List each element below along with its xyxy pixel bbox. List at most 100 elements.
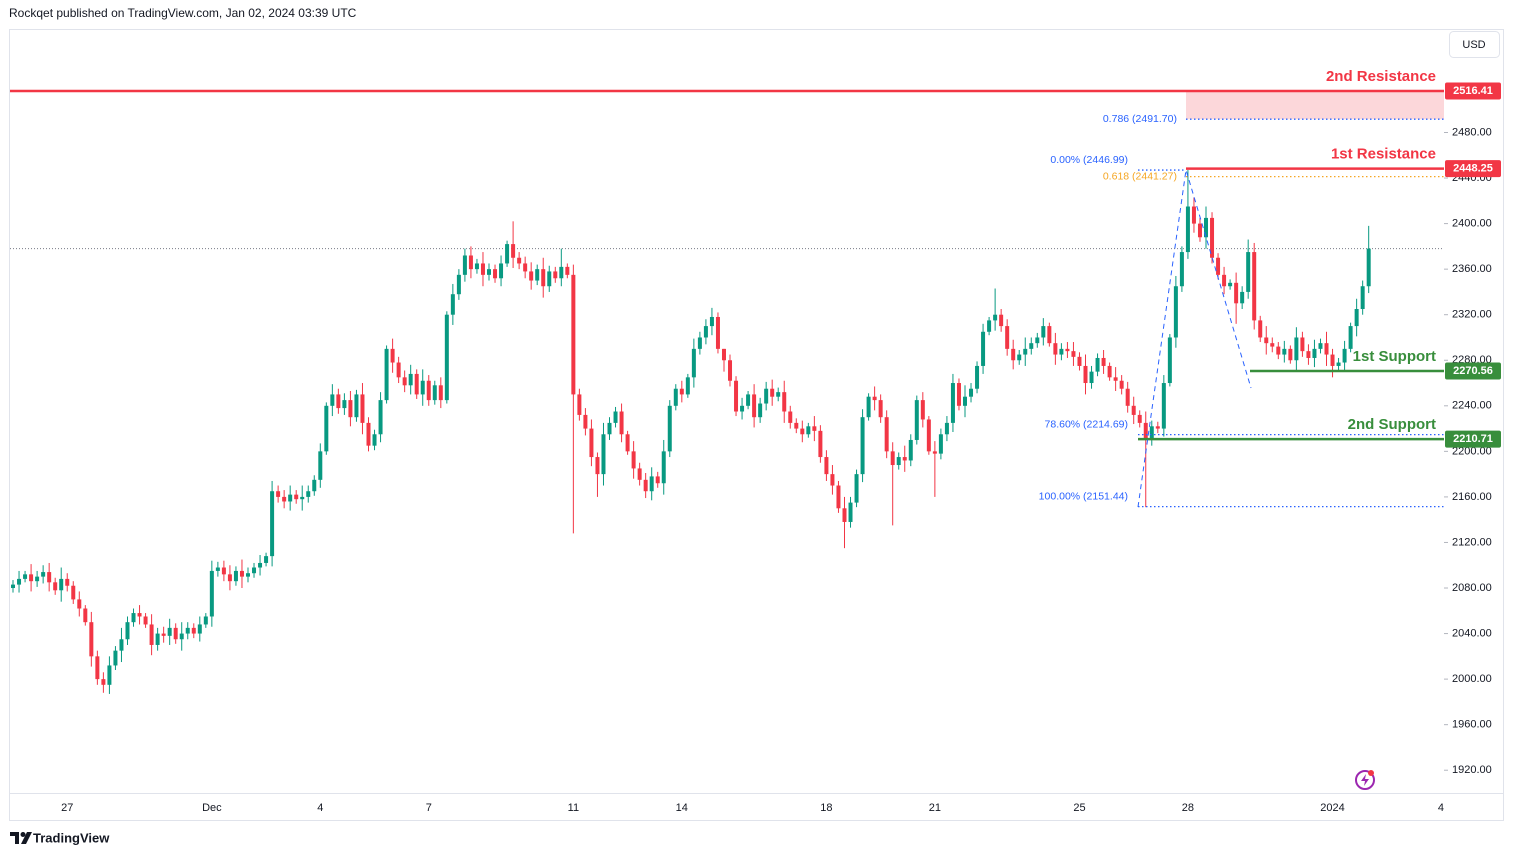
candle-body [288, 494, 293, 502]
candle-body [890, 451, 895, 466]
candle-body [1276, 346, 1281, 355]
candle-body [173, 627, 178, 640]
candle-body [408, 373, 413, 386]
candle-body [1083, 365, 1088, 384]
y-tick-label: 2120.00 [1452, 536, 1492, 548]
candle-body [1089, 371, 1094, 384]
candle-body [715, 316, 720, 349]
candle-body [432, 385, 437, 401]
candle-body [1240, 291, 1245, 304]
candle-body [1246, 252, 1251, 292]
candle-body [252, 567, 257, 574]
candle-body [450, 294, 455, 315]
candle-body [1101, 357, 1106, 366]
candle-body [1252, 252, 1257, 321]
x-tick-label: 28 [1182, 802, 1194, 814]
candle-body [348, 400, 353, 418]
candle-body [535, 269, 540, 281]
candle-body [402, 377, 407, 386]
candle-body [794, 422, 799, 429]
y-tick-label: 2480.00 [1452, 126, 1492, 138]
fib-label: 78.60% (2214.69) [1045, 418, 1128, 430]
candle-body [360, 394, 365, 423]
fib-label: 0.618 (2441.27) [1103, 170, 1177, 182]
y-tick-label: 2320.00 [1452, 309, 1492, 321]
fib-label: 0.00% (2446.99) [1050, 154, 1128, 166]
fib-label: 100.00% (2151.44) [1039, 490, 1128, 502]
candle-body [487, 269, 492, 275]
currency[interactable]: USD [1462, 39, 1485, 51]
candle-body [1017, 354, 1022, 361]
price-box-label: 2516.41 [1453, 85, 1493, 97]
candle-body [1023, 348, 1028, 355]
x-tick-label: 7 [426, 802, 432, 814]
candle-body [330, 394, 335, 406]
candle-body [300, 496, 305, 500]
brand: TradingView [33, 830, 110, 845]
candle-body [637, 468, 642, 480]
candle-body [740, 405, 745, 412]
candle-body [1095, 357, 1100, 372]
candle-body [282, 496, 287, 502]
candle-body [571, 274, 576, 395]
candle-body [137, 613, 142, 617]
candle-body [703, 326, 708, 338]
candle-body [1173, 286, 1178, 338]
price-box [1445, 430, 1501, 448]
candle-body [830, 474, 835, 486]
candle-body [601, 434, 606, 475]
candle-body [276, 491, 281, 497]
alert-icon[interactable] [1355, 770, 1375, 790]
level-label: 1st Resistance [1331, 146, 1436, 163]
candle-body [1300, 337, 1305, 352]
candle-body [1312, 348, 1317, 358]
x-tick-label: 27 [61, 802, 73, 814]
candle-body [215, 567, 220, 571]
brand-logo [10, 832, 32, 844]
frame [9, 29, 1504, 821]
candle-body [752, 394, 757, 418]
level-label: 2nd Support [1348, 416, 1436, 433]
candle-body [511, 244, 516, 258]
candle-body [625, 434, 630, 452]
candle-body [149, 624, 154, 645]
candle-body [595, 457, 600, 475]
candle-body [770, 388, 775, 397]
candle-body [1258, 320, 1263, 338]
candle-body [1336, 362, 1341, 366]
candle-body [981, 331, 986, 366]
y-tick-label: 2160.00 [1452, 491, 1492, 503]
candle-body [908, 439, 913, 461]
candle-body [167, 627, 172, 636]
candle-body [1264, 337, 1269, 344]
candle-body [444, 314, 449, 401]
candle-body [131, 613, 136, 623]
candle-body [824, 457, 829, 475]
candle-body [685, 377, 690, 395]
candle-body [547, 271, 552, 287]
candle-body [1185, 206, 1190, 253]
currency-button[interactable] [1449, 31, 1500, 58]
candle-body [721, 348, 726, 361]
candle-body [179, 633, 184, 640]
candle-body [962, 396, 967, 406]
candle-body [41, 572, 46, 577]
candle-body [95, 656, 100, 680]
candle-body [884, 417, 889, 452]
candle-body [1035, 337, 1040, 344]
candle-body [631, 451, 636, 469]
candle-body [932, 451, 937, 454]
candle-body [221, 567, 226, 575]
y-tick-label: 2360.00 [1452, 263, 1492, 275]
candle-body [1119, 380, 1124, 389]
candle-body [312, 479, 317, 492]
candle-body [836, 485, 841, 509]
candle-body [77, 599, 82, 609]
candle-body [1318, 343, 1323, 349]
candle-body [1155, 426, 1160, 429]
candle-body [649, 476, 654, 492]
candle-body [191, 627, 196, 634]
candle-body [1113, 377, 1118, 381]
candle-body [264, 556, 269, 563]
